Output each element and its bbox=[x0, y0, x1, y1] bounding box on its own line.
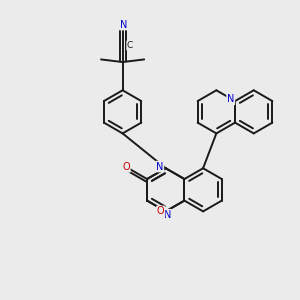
Text: O: O bbox=[122, 162, 130, 172]
Text: N: N bbox=[156, 162, 164, 172]
Text: O: O bbox=[157, 206, 165, 216]
Text: N: N bbox=[227, 94, 234, 104]
Text: N: N bbox=[120, 20, 127, 30]
Text: C: C bbox=[127, 41, 133, 50]
Text: N: N bbox=[164, 210, 171, 220]
